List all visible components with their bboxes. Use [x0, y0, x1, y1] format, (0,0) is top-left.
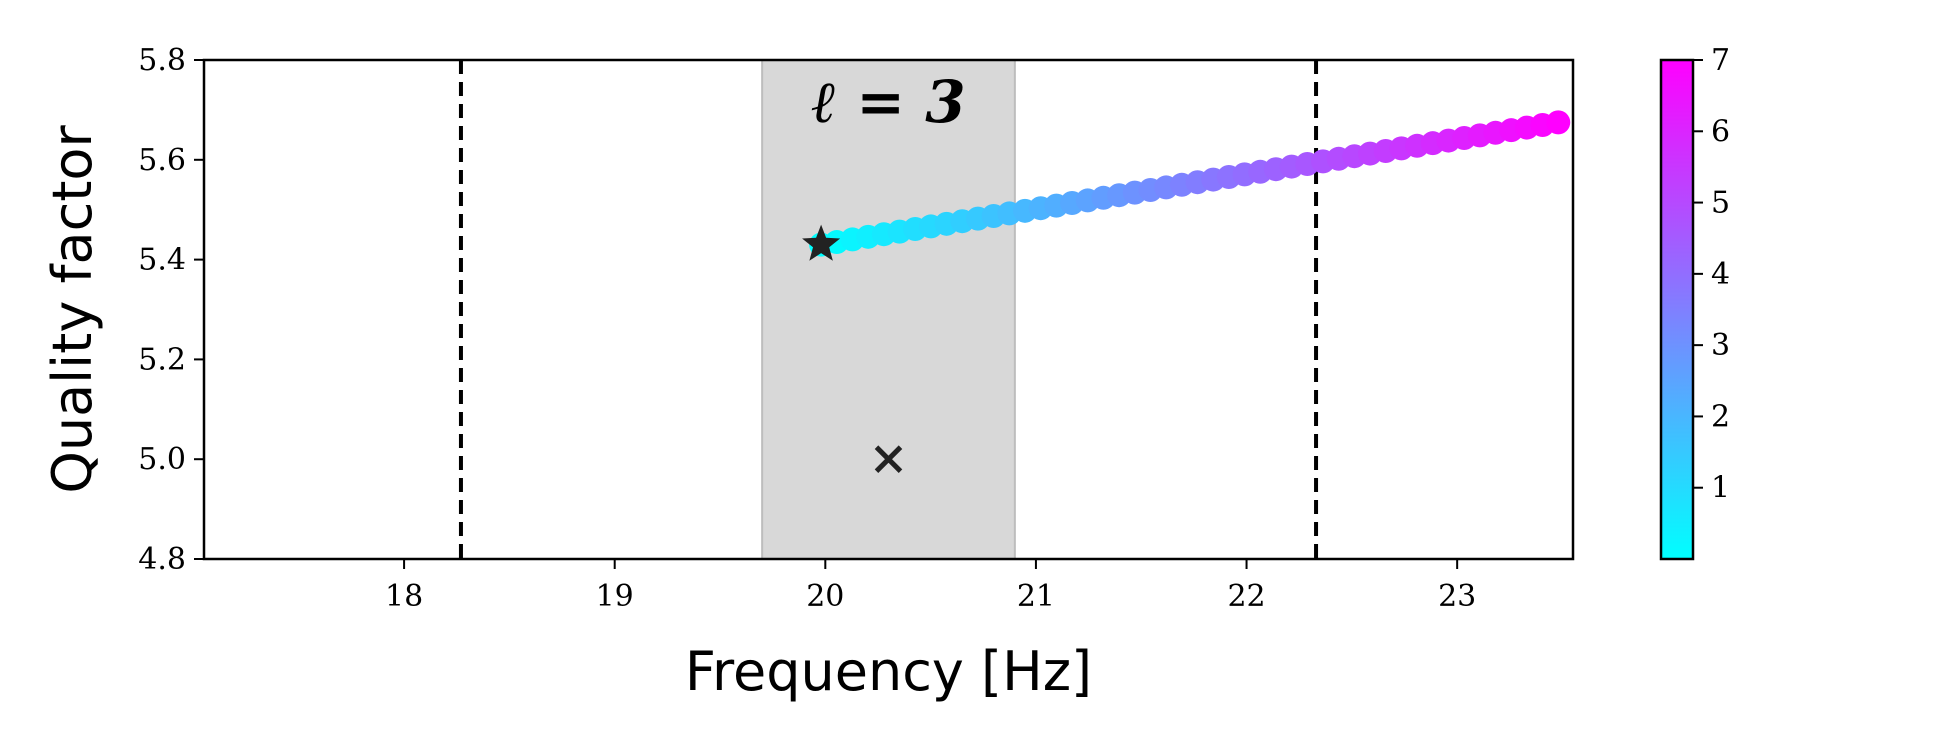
colorbar-bar — [1659, 58, 1695, 561]
colorbar-tick-label: 6 — [1711, 114, 1730, 149]
x-tick-label: 23 — [1438, 579, 1476, 614]
colorbar-tick-label: 3 — [1711, 328, 1730, 363]
x-marker-stroke — [874, 445, 903, 473]
shaded-band — [761, 59, 1016, 560]
y-tick-label: 5.4 — [138, 243, 186, 278]
y-tick-label: 5.2 — [138, 342, 186, 377]
colorbar-tick-label: 4 — [1711, 257, 1730, 292]
y-axis: 4.8 5.0 5.2 5.4 5.6 5.8 — [138, 43, 204, 577]
panel-annotation: ℓ = 3 — [811, 68, 965, 136]
x-axis: 18 19 20 21 22 23 — [385, 559, 1476, 614]
colorbar-tick-label: 1 — [1711, 471, 1730, 506]
x-tick-label: 18 — [385, 579, 423, 614]
star-marker — [802, 224, 841, 261]
x-tick-label: 22 — [1227, 579, 1265, 614]
plot-frame — [202, 58, 1575, 561]
x-marker — [874, 445, 903, 473]
x-tick-label: 19 — [596, 579, 634, 614]
colorbar-tick-label: 7 — [1711, 43, 1730, 78]
x-tick-label: 20 — [806, 579, 844, 614]
y-tick-label: 5.0 — [138, 442, 186, 477]
y-tick-label: 5.6 — [138, 143, 186, 178]
y-axis-title: Quality factor — [41, 125, 104, 494]
x-tick-label: 21 — [1017, 579, 1055, 614]
x-axis-title: Frequency [Hz] — [685, 640, 1092, 703]
plot-area: ℓ = 3 — [202, 58, 1575, 561]
colorbar-tick-label: 5 — [1711, 186, 1730, 221]
colorbar: 1 2 3 4 5 6 7 — [1659, 43, 1730, 561]
colorbar-tick-label: 2 — [1711, 399, 1730, 434]
y-tick-label: 5.8 — [138, 43, 186, 78]
y-tick-label: 4.8 — [138, 542, 186, 577]
track-point — [1546, 110, 1571, 135]
